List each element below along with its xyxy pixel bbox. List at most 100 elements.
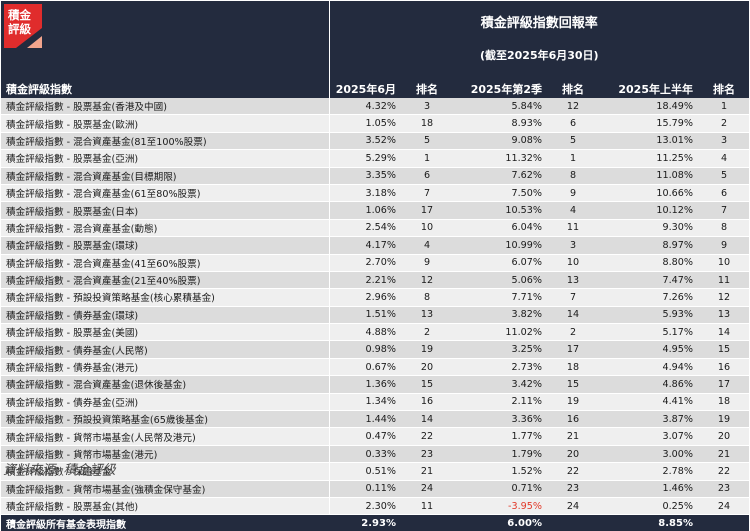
- row-index-name: 積金評級指數 - 債券基金(環球): [1, 306, 330, 325]
- row-june-return: 0.98%: [329, 340, 402, 359]
- row-index-name: 積金評級指數 - 混合資產基金(61至80%股票): [1, 184, 330, 203]
- row-h1-return: 18.49%: [598, 98, 699, 116]
- row-june-rank: 12: [402, 271, 452, 290]
- row-june-return: 2.30%: [329, 497, 402, 516]
- row-h1-return: 10.66%: [598, 184, 699, 203]
- table-row: 積金評級指數 - 股票基金(亞洲) 5.29% 1 11.32% 1 11.25% 4: [1, 149, 750, 168]
- row-h1-return: 11.25%: [598, 149, 699, 168]
- row-q2-return: 5.06%: [452, 271, 548, 290]
- row-june-rank: 4: [402, 236, 452, 255]
- row-q2-rank: 3: [548, 236, 598, 255]
- row-q2-rank: 8: [548, 167, 598, 185]
- table-row: 積金評級指數 - 混合資產基金(41至60%股票) 2.70% 9 6.07% 10 8.…: [1, 254, 750, 272]
- row-index-name: 積金評級指數 - 股票基金(歐洲): [1, 114, 330, 133]
- row-h1-return: 8.97%: [598, 236, 699, 255]
- row-h1-rank: 20: [699, 427, 750, 446]
- logo-cell: 積金 評級: [1, 1, 330, 79]
- row-h1-rank: 19: [699, 410, 750, 429]
- row-q2-return: 1.79%: [452, 445, 548, 464]
- row-h1-rank: 12: [699, 288, 750, 307]
- row-h1-return: 4.94%: [598, 358, 699, 377]
- row-h1-return: 1.46%: [598, 480, 699, 498]
- summary-q2: 6.00%: [452, 514, 548, 531]
- row-h1-return: 10.12%: [598, 201, 699, 220]
- row-index-name: 積金評級指數 - 預設投資策略基金(65歲後基金): [1, 410, 330, 429]
- row-h1-rank: 1: [699, 98, 750, 116]
- row-q2-return: 5.84%: [452, 98, 548, 116]
- row-q2-return: 11.02%: [452, 323, 548, 342]
- row-june-return: 5.29%: [329, 149, 402, 168]
- row-h1-rank: 10: [699, 254, 750, 272]
- summary-name: 積金評級所有基金表現指數: [1, 514, 329, 531]
- row-index-name: 積金評級指數 - 混合資產基金(81至100%股票): [1, 132, 330, 151]
- row-june-rank: 24: [402, 480, 452, 498]
- logo-line-1: 積金: [7, 8, 31, 22]
- table-title: 積金評級指數回報率: [329, 1, 750, 41]
- row-h1-return: 2.78%: [598, 462, 699, 481]
- row-index-name: 積金評級指數 - 債券基金(人民幣): [1, 340, 330, 359]
- row-june-rank: 19: [402, 340, 452, 359]
- row-h1-return: 3.00%: [598, 445, 699, 464]
- row-q2-rank: 9: [548, 184, 598, 203]
- row-index-name: 積金評級指數 - 債券基金(港元): [1, 358, 330, 377]
- table-row: 積金評級指數 - 保證基金 0.51% 21 1.52% 22 2.78% 22: [1, 462, 750, 481]
- table-row: 積金評級指數 - 貨幣市場基金(強積金保守基金) 0.11% 24 0.71% 23 1.…: [1, 480, 750, 498]
- row-h1-return: 4.41%: [598, 393, 699, 412]
- col-header-index: 積金評級指數: [1, 79, 330, 98]
- row-h1-rank: 23: [699, 480, 750, 498]
- row-june-return: 4.32%: [329, 98, 402, 116]
- row-june-rank: 6: [402, 167, 452, 185]
- row-june-return: 1.34%: [329, 393, 402, 412]
- table-row: 積金評級指數 - 債券基金(港元) 0.67% 20 2.73% 18 4.94% 16: [1, 358, 750, 377]
- row-h1-return: 13.01%: [598, 132, 699, 151]
- row-q2-return: -3.95%: [452, 497, 548, 516]
- row-h1-return: 9.30%: [598, 219, 699, 238]
- row-q2-rank: 15: [548, 375, 598, 394]
- row-june-rank: 3: [402, 98, 452, 116]
- row-june-return: 2.54%: [329, 219, 402, 238]
- row-q2-return: 8.93%: [452, 114, 548, 133]
- row-q2-rank: 12: [548, 98, 598, 116]
- row-h1-rank: 11: [699, 271, 750, 290]
- row-q2-return: 2.11%: [452, 393, 548, 412]
- row-h1-return: 0.25%: [598, 497, 699, 516]
- row-q2-rank: 10: [548, 254, 598, 272]
- row-june-rank: 8: [402, 288, 452, 307]
- row-index-name: 積金評級指數 - 貨幣市場基金(人民幣及港元): [1, 427, 330, 446]
- row-q2-return: 10.99%: [452, 236, 548, 255]
- row-june-rank: 20: [402, 358, 452, 377]
- row-index-name: 積金評級指數 - 股票基金(美國): [1, 323, 330, 342]
- row-june-rank: 22: [402, 427, 452, 446]
- row-q2-return: 7.50%: [452, 184, 548, 203]
- row-june-return: 0.51%: [329, 462, 402, 481]
- row-june-rank: 10: [402, 219, 452, 238]
- row-index-name: 積金評級指數 - 混合資產基金(退休後基金): [1, 375, 330, 394]
- row-index-name: 積金評級指數 - 股票基金(香港及中國): [1, 98, 330, 116]
- row-june-return: 3.35%: [329, 167, 402, 185]
- summary-june: 2.93%: [329, 514, 402, 531]
- row-h1-return: 3.87%: [598, 410, 699, 429]
- table-row: 積金評級指數 - 混合資產基金(61至80%股票) 3.18% 7 7.50% 9 10.…: [1, 184, 750, 203]
- row-june-rank: 15: [402, 375, 452, 394]
- row-q2-return: 3.82%: [452, 306, 548, 325]
- table-row: 積金評級指數 - 股票基金(其他) 2.30% 11 -3.95% 24 0.25% 24: [1, 497, 750, 516]
- row-h1-return: 15.79%: [598, 114, 699, 133]
- row-june-return: 1.36%: [329, 375, 402, 394]
- table-row: 積金評級指數 - 貨幣市場基金(人民幣及港元) 0.47% 22 1.77% 21 3.0…: [1, 427, 750, 446]
- table-body: 積金評級指數 - 股票基金(香港及中國) 4.32% 3 5.84% 12 18.49% 1…: [1, 98, 750, 516]
- row-q2-return: 1.52%: [452, 462, 548, 481]
- row-june-rank: 23: [402, 445, 452, 464]
- row-q2-rank: 6: [548, 114, 598, 133]
- row-june-return: 0.11%: [329, 480, 402, 498]
- table-row: 積金評級指數 - 股票基金(香港及中國) 4.32% 3 5.84% 12 18.49% 1: [1, 98, 750, 116]
- table-row: 積金評級指數 - 混合資產基金(動態) 2.54% 10 6.04% 11 9.30% 8: [1, 219, 750, 238]
- row-q2-rank: 22: [548, 462, 598, 481]
- row-q2-return: 7.62%: [452, 167, 548, 185]
- table-row: 積金評級指數 - 預設投資策略基金(核心累積基金) 2.96% 8 7.71% 7 7.2…: [1, 288, 750, 307]
- row-june-rank: 17: [402, 201, 452, 220]
- row-h1-rank: 17: [699, 375, 750, 394]
- col-header-june: 2025年6月: [335, 83, 396, 96]
- row-june-rank: 18: [402, 114, 452, 133]
- row-q2-return: 10.53%: [452, 201, 548, 220]
